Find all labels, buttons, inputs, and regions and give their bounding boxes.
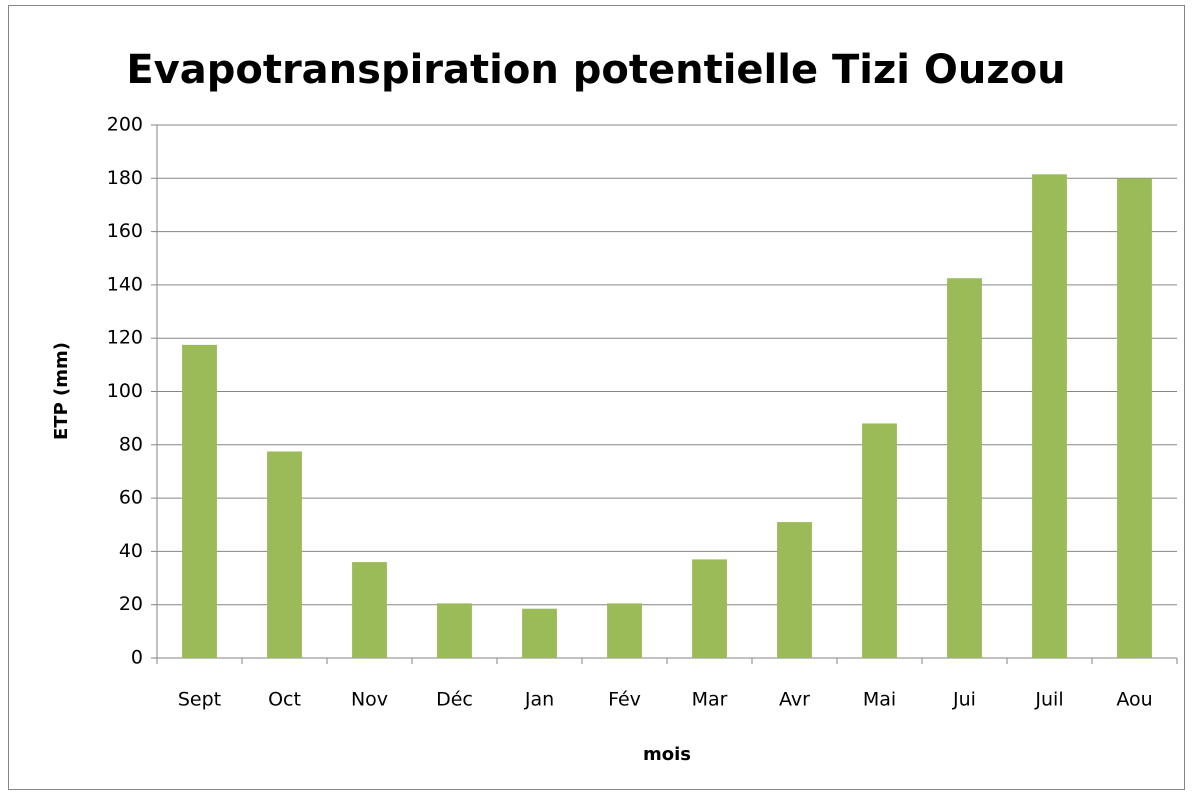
bar xyxy=(522,608,557,658)
y-axis-label: ETP (mm) xyxy=(51,342,72,440)
y-tick-label: 40 xyxy=(119,540,143,562)
y-tick-label: 60 xyxy=(119,487,143,509)
chart-title: Evapotranspiration potentielle Tizi Ouzo… xyxy=(126,47,1065,93)
bar xyxy=(352,562,387,658)
x-tick-label: Juil xyxy=(1034,689,1063,711)
bar xyxy=(607,603,642,658)
x-tick-label: Jui xyxy=(952,689,976,711)
y-tick-label: 20 xyxy=(119,593,143,615)
x-tick-label: Déc xyxy=(436,689,473,711)
x-tick-label: Avr xyxy=(779,689,810,711)
y-tick-label: 160 xyxy=(107,220,143,242)
x-tick-label: Fév xyxy=(608,689,641,711)
y-tick-label: 80 xyxy=(119,433,143,455)
x-tick-label: Mar xyxy=(692,689,728,711)
x-tick-label: Oct xyxy=(268,689,301,711)
x-tick-label: Sept xyxy=(178,689,221,711)
bar xyxy=(692,559,727,658)
bar xyxy=(1032,174,1067,659)
x-axis-label: mois xyxy=(643,744,691,765)
x-tick-label: Mai xyxy=(863,689,896,711)
bar xyxy=(182,344,217,658)
bar xyxy=(267,451,302,658)
bar xyxy=(862,423,897,658)
y-tick-label: 120 xyxy=(107,327,143,349)
y-tick-label: 200 xyxy=(107,114,143,136)
y-tick-label: 0 xyxy=(131,647,143,669)
y-tick-label: 100 xyxy=(107,380,143,402)
bar xyxy=(777,522,812,658)
y-tick-label: 140 xyxy=(107,273,143,295)
x-tick-label: Nov xyxy=(351,689,388,711)
bar xyxy=(947,278,982,658)
x-tick-label: Aou xyxy=(1116,689,1152,711)
y-tick-label: 180 xyxy=(107,167,143,189)
bar xyxy=(1117,178,1152,659)
x-tick-label: Jan xyxy=(524,689,554,711)
bar xyxy=(437,603,472,658)
